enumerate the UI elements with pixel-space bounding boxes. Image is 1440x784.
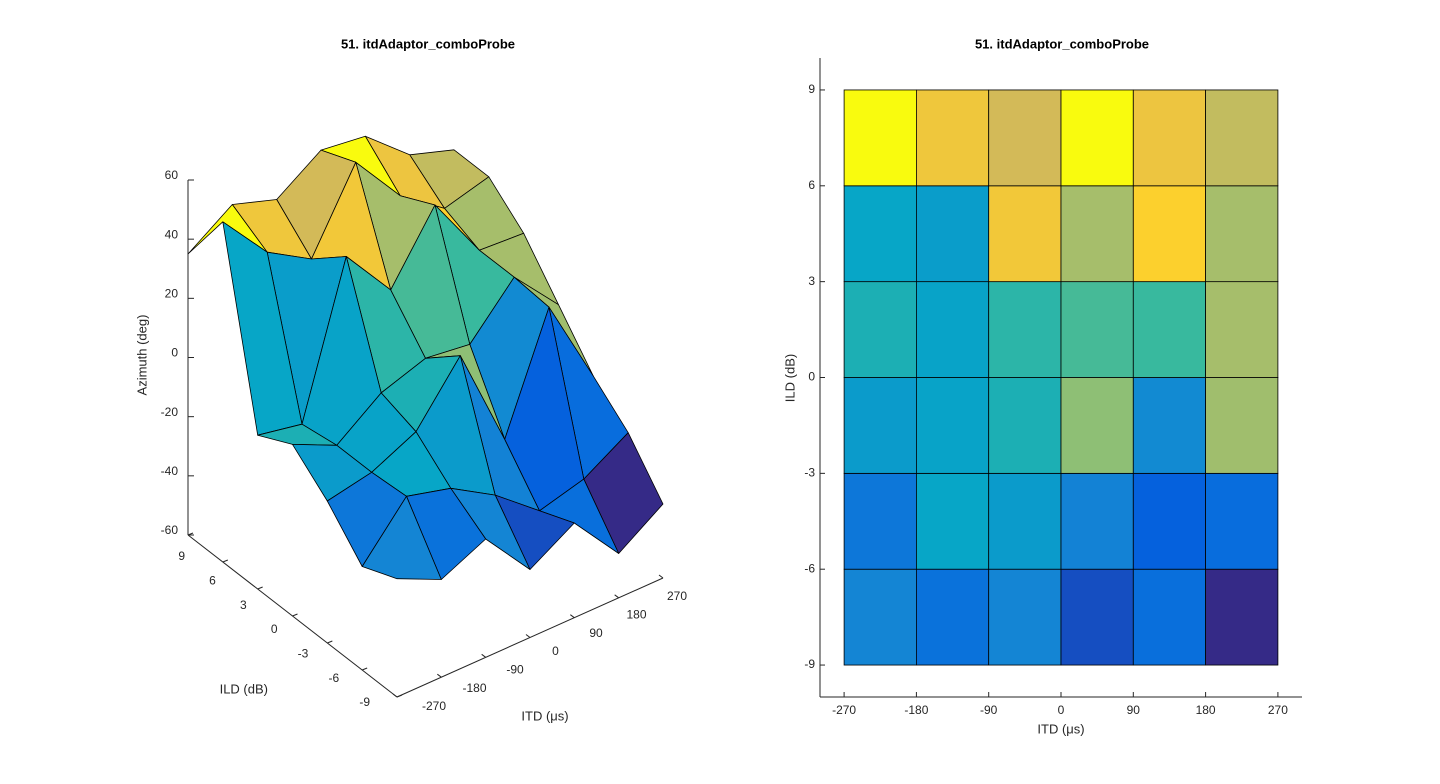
y-tick	[327, 640, 333, 644]
z-axis-label: Azimuth (deg)	[134, 315, 149, 396]
heatmap-cell	[1060, 472, 1134, 570]
x-tick-label: -180	[904, 703, 928, 717]
heatmap-cell	[1205, 281, 1279, 378]
x-tick-label: 0	[552, 644, 559, 658]
x-tick-label: -270	[832, 703, 856, 717]
heatmap-cell	[916, 185, 990, 283]
heatmap-cell	[843, 472, 917, 570]
y-tick-label: 3	[808, 274, 815, 288]
x-tick-label: -90	[506, 663, 524, 677]
x-tick-label: -90	[980, 703, 998, 717]
heatmap-cell	[1132, 281, 1207, 378]
z-tick-label: 20	[165, 287, 179, 301]
y-tick	[292, 613, 298, 617]
x-axis-label: ITD (μs)	[1037, 721, 1084, 736]
heatmap-cell	[843, 89, 917, 187]
y-tick-label: 3	[240, 598, 247, 612]
heatmap-cell	[843, 281, 917, 378]
heatmap-cell	[988, 472, 1062, 570]
z-tick-label: 60	[165, 168, 179, 182]
x-tick-label: 180	[626, 608, 646, 622]
y-tick-label: 0	[271, 622, 278, 636]
y-tick-label: -6	[804, 561, 815, 575]
heatmap-cell	[1060, 185, 1134, 283]
heatmap-cell	[916, 281, 990, 378]
x-tick	[525, 634, 531, 638]
heatmap-cell	[1132, 377, 1207, 474]
y-axis-label: ILD (dB)	[220, 681, 268, 696]
heatmap-cell	[843, 377, 917, 474]
heatmap-cell	[988, 568, 1062, 666]
x-tick	[658, 574, 664, 579]
z-tick-label: 0	[171, 346, 178, 360]
heatmap-cell	[1060, 377, 1134, 474]
heatmap-cell	[988, 377, 1062, 474]
x-tick	[481, 653, 486, 658]
heatmap-cell	[1205, 89, 1279, 187]
y-axis-label: ILD (dB)	[782, 354, 797, 402]
y-tick-label: 0	[808, 370, 815, 384]
heatmap-cell	[1205, 185, 1279, 283]
x-tick-label: 0	[1058, 703, 1065, 717]
heatmap-cell	[1132, 185, 1207, 283]
chart-title: 51. itdAdaptor_comboProbe	[975, 36, 1149, 51]
x-tick-label: 90	[1127, 703, 1141, 717]
y-tick	[361, 667, 368, 671]
z-tick-label: 40	[165, 227, 179, 241]
heatmap-cell	[1060, 568, 1134, 666]
y-tick-label: 9	[808, 82, 815, 96]
x-tick	[437, 673, 442, 678]
heatmap-cell	[916, 377, 990, 474]
y-tick-label: 9	[178, 549, 185, 563]
y-tick-label: -9	[804, 657, 815, 671]
z-tick-label: -20	[161, 405, 179, 419]
heatmap-cell	[1060, 281, 1134, 378]
x-tick-label: -270	[422, 699, 446, 713]
heatmap-cell	[843, 185, 917, 283]
x-tick-label: -180	[462, 681, 486, 695]
heatmap-cell	[1132, 568, 1207, 666]
x-tick-label: 270	[667, 589, 687, 603]
y-tick-label: 6	[209, 574, 216, 588]
x-tick-label: 90	[589, 626, 603, 640]
y-tick-label: -3	[298, 647, 309, 661]
heatmap-cell	[1132, 89, 1207, 187]
surface-face	[361, 495, 442, 580]
y-tick	[222, 559, 229, 563]
heatmap-cell	[916, 472, 990, 570]
heatmap-cell	[916, 89, 990, 187]
x-axis-label: ITD (μs)	[521, 708, 568, 723]
x-tick	[614, 594, 619, 599]
heatmap-cell	[916, 568, 990, 666]
x-tick-label: 270	[1268, 703, 1288, 717]
x-tick	[392, 693, 398, 698]
heatmap-cell	[988, 281, 1062, 378]
heatmap-cell	[1205, 568, 1279, 666]
chart-title: 51. itdAdaptor_comboProbe	[341, 36, 515, 51]
heatmap-cell	[1205, 472, 1279, 570]
y-tick-label: -9	[359, 695, 370, 709]
y-tick	[187, 532, 194, 536]
heatmap-cell	[843, 568, 917, 666]
y-tick-label: -3	[804, 466, 815, 480]
heatmap-cell	[988, 185, 1062, 283]
x-tick	[570, 614, 575, 619]
y-tick	[257, 586, 263, 590]
y-tick-label: 6	[808, 178, 815, 192]
y-tick	[396, 694, 403, 698]
heatmap-cell	[1060, 89, 1134, 187]
heatmap-cell	[1132, 472, 1207, 570]
heatmap-cell	[988, 89, 1062, 187]
y-tick-label: -6	[328, 671, 339, 685]
z-tick-label: -40	[161, 464, 179, 478]
z-tick-label: -60	[161, 523, 179, 537]
x-tick-label: 180	[1196, 703, 1216, 717]
heatmap-cell	[1205, 377, 1279, 474]
